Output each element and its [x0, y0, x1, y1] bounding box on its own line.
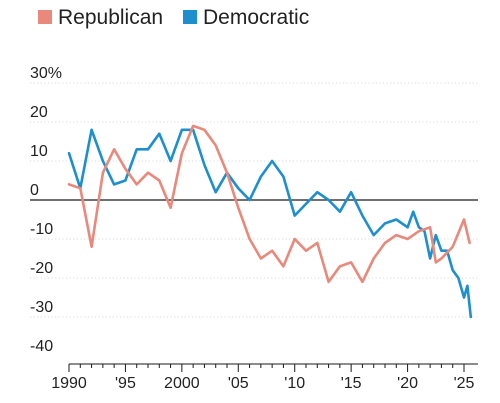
legend: Republican Democratic [38, 6, 309, 29]
legend-swatch-republican [38, 10, 52, 24]
legend-label-democratic: Democratic [203, 6, 309, 29]
series-line-democratic [67, 128, 473, 319]
legend-label-republican: Republican [58, 6, 163, 29]
y-tick-label: -30 [30, 299, 53, 316]
x-axis: 1990 '95 2000 '05 '10 '15 '20 '25 [51, 363, 478, 392]
x-tick-label: 2000 [164, 375, 200, 392]
y-tick-label: 10 [30, 143, 48, 160]
legend-swatch-democratic [183, 10, 197, 24]
x-tick-label: '05 [228, 375, 249, 392]
x-tick-label: '25 [454, 375, 475, 392]
y-tick-label: -10 [30, 221, 53, 238]
y-tick-label: 0 [30, 182, 39, 199]
x-tick-label: '95 [115, 375, 136, 392]
x-tick-label: '10 [284, 375, 305, 392]
legend-item-democratic: Democratic [183, 6, 309, 29]
legend-item-republican: Republican [38, 6, 163, 29]
y-axis-tick-labels: 30% 20 10 0 -10 -20 -30 -40 [30, 65, 62, 355]
y-tick-label: 20 [30, 104, 48, 121]
y-tick-label: -40 [30, 338, 53, 355]
x-tick-label: '15 [341, 375, 362, 392]
y-tick-label: 30% [30, 65, 62, 82]
gridlines [30, 82, 478, 318]
series-lines [67, 124, 473, 319]
x-tick-label: '20 [397, 375, 418, 392]
series-line-republican [67, 124, 471, 284]
y-tick-label: -20 [30, 260, 53, 277]
x-tick-label: 1990 [51, 375, 87, 392]
